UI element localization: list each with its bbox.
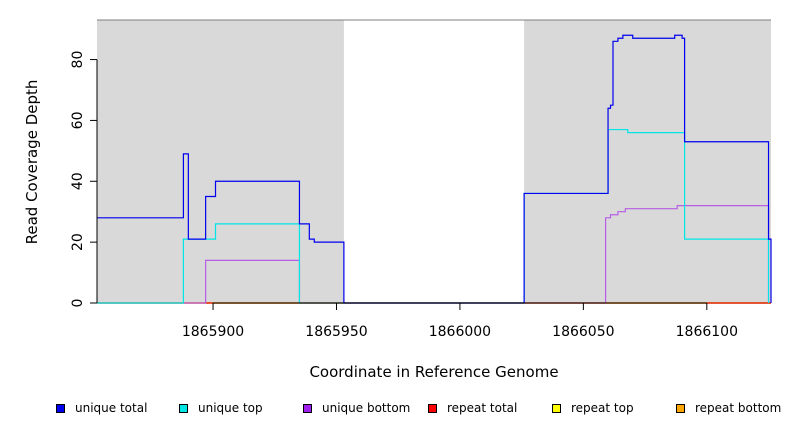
legend-item-repeat-top: repeat top — [552, 398, 634, 418]
legend-label-repeat-total: repeat total — [447, 401, 518, 415]
legend-swatch-unique-total — [56, 403, 65, 413]
legend-swatch-repeat-bottom — [676, 403, 685, 413]
x-tick-label-1866100: 1866100 — [676, 324, 738, 340]
legend-swatch-unique-top — [179, 403, 188, 413]
legend-label-unique-bottom: unique bottom — [322, 401, 411, 415]
y-tick-label-0: 0 — [70, 299, 86, 308]
legend-swatch-repeat-total — [428, 403, 437, 413]
y-tick-label-80: 80 — [70, 51, 86, 69]
x-tick-label-1865950: 1865950 — [305, 324, 367, 340]
legend-swatch-unique-bottom — [303, 403, 312, 413]
y-tick-label-20: 20 — [70, 233, 86, 251]
legend-item-unique-bottom: unique bottom — [303, 398, 410, 418]
legend-item-unique-top: unique top — [179, 398, 263, 418]
legend-label-unique-top: unique top — [198, 401, 263, 415]
axes: 0 20 40 60 80 1865900 1865950 1866000 1866050 186… — [70, 19, 771, 340]
legend-item-repeat-bottom: repeat bottom — [676, 398, 781, 418]
shaded-region-1 — [97, 20, 344, 303]
x-tick-label-1866000: 1866000 — [429, 324, 491, 340]
x-tick-label-1865900: 1865900 — [182, 324, 244, 340]
series-line-unique-bottom — [97, 205, 770, 304]
legend-swatch-repeat-top — [552, 403, 561, 413]
legend-item-unique-total: unique total — [56, 398, 147, 418]
legend-item-repeat-total: repeat total — [428, 398, 517, 418]
y-tick-label-60: 60 — [70, 112, 86, 130]
legend-label-unique-total: unique total — [75, 401, 148, 415]
x-axis-title: Coordinate in Reference Genome — [309, 363, 558, 381]
y-tick-label-40: 40 — [70, 172, 86, 190]
legend-label-repeat-top: repeat top — [571, 401, 634, 415]
shaded-regions — [97, 20, 771, 303]
legend-label-repeat-bottom: repeat bottom — [695, 401, 782, 415]
y-axis-title: Read Coverage Depth — [23, 80, 41, 245]
legend: unique total unique top unique bottom re… — [0, 398, 792, 420]
series-line-unique-total — [97, 34, 772, 304]
shaded-region-2 — [524, 20, 771, 303]
x-tick-label-1866050: 1866050 — [552, 324, 614, 340]
